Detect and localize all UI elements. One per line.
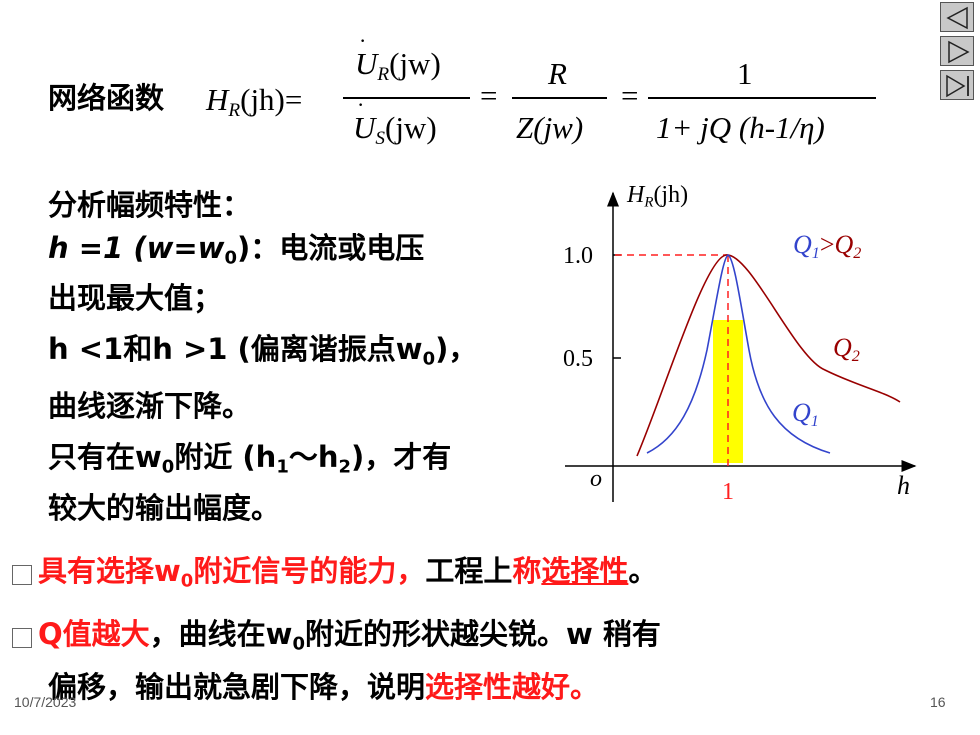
fraction3-numerator: 1 [737, 56, 753, 91]
q1-curve-label: Q1 [792, 398, 819, 430]
fraction3-bar [648, 97, 876, 99]
tick-label-05: 0.5 [563, 346, 593, 372]
tick-label-1: 1 [722, 479, 734, 505]
fraction2-bar [512, 97, 607, 99]
formula-label: 网络函数 [48, 81, 165, 115]
bullet-2-cont: 偏移，输出就急剧下降，说明选择性越好。 [48, 670, 600, 704]
tick-label-10: 1.0 [563, 243, 593, 269]
text-line-4: h <1和h >1 (偏离谐振点w0)， [48, 332, 478, 370]
fraction2-numerator: R [548, 56, 567, 91]
equals-1: = [480, 78, 498, 113]
origin-label: o [590, 466, 602, 492]
text-line-1: 分析幅频特性： [48, 188, 252, 222]
q2-curve [636, 254, 901, 457]
bullet-2: Q值越大，曲线在w0附近的形状越尖锐。w 稍有 [12, 620, 661, 653]
triangle-left-icon [946, 6, 968, 30]
bullet-1: 具有选择w0附近信号的能力，工程上称选择性。 [12, 557, 657, 590]
text-line-5: 曲线逐渐下降。 [48, 389, 252, 423]
text-line-7: 较大的输出幅度。 [48, 491, 281, 525]
next-button[interactable] [940, 36, 974, 66]
legend-q1-gt-q2: Q1>Q2 [793, 230, 862, 262]
fraction1-numerator: · UR(jw) [355, 28, 441, 85]
x-axis-label: h [897, 471, 910, 500]
fraction1-denominator: · US(jw) [353, 92, 437, 149]
chart-y-label: HR(jh) [627, 182, 689, 211]
bullet-box-icon [12, 565, 32, 585]
fraction3-denominator: 1+ jQ (h-1/η) [656, 110, 825, 145]
page-number: 16 [930, 694, 946, 710]
end-button[interactable] [940, 70, 974, 100]
q2-curve-label: Q2 [833, 333, 860, 365]
triangle-right-icon [948, 40, 970, 64]
formula-lhs: HR(jh)= [206, 82, 303, 121]
text-line-3: 出现最大值； [48, 281, 223, 315]
bullet-box-icon [12, 628, 32, 648]
skip-end-icon [946, 74, 969, 98]
text-line-6: 只有在w0附近 (h1～h2)，才有 [48, 440, 452, 478]
text-line-2: h =1 (w=w0)：电流或电压 [48, 231, 425, 269]
footer-date: 10/7/2023 [14, 694, 77, 710]
q1-curve [646, 254, 831, 454]
fraction2-denominator: Z(jw) [516, 110, 584, 145]
prev-button[interactable] [940, 2, 974, 32]
slide-nav [940, 2, 974, 106]
chart-svg [565, 191, 917, 502]
equals-2: = [621, 78, 639, 113]
fraction1-bar [343, 97, 470, 99]
